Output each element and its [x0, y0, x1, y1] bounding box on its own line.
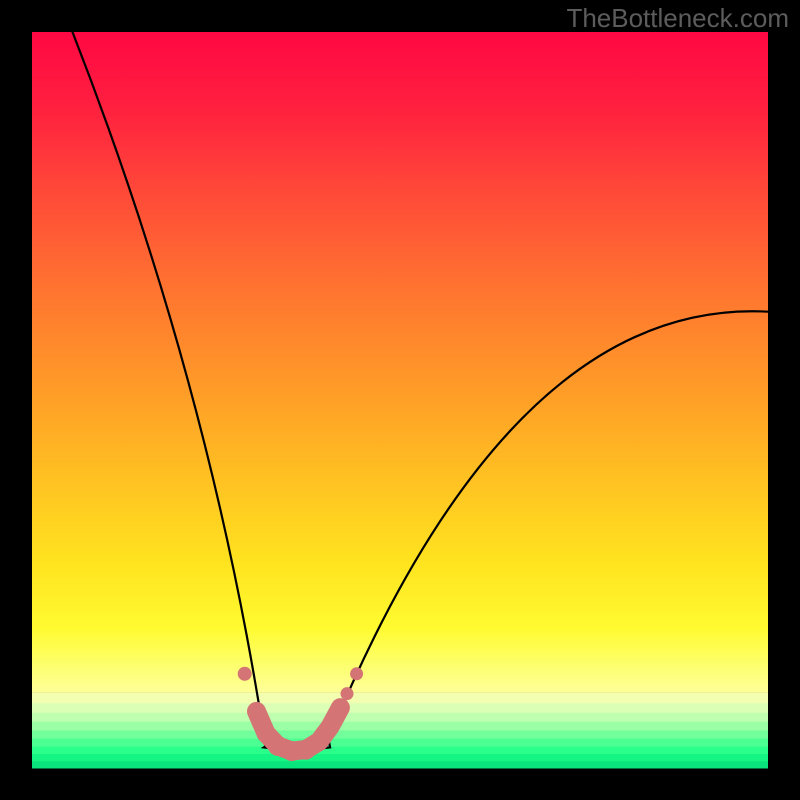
marker-dot	[341, 687, 354, 700]
marker-dot	[350, 667, 363, 680]
marker-dot	[310, 732, 329, 751]
marker-dot	[334, 701, 347, 714]
plot-stripe	[32, 761, 768, 768]
marker-dot	[322, 719, 338, 735]
plot-stripe	[32, 713, 768, 722]
plot-stripe	[32, 722, 768, 731]
plot-stripe	[32, 754, 768, 762]
chart-container: TheBottleneck.com	[0, 0, 800, 800]
marker-dot	[238, 667, 252, 681]
plot-stripe	[32, 730, 768, 739]
plot-gradient-top	[32, 32, 768, 693]
marker-dot	[248, 703, 265, 720]
watermark-text: TheBottleneck.com	[566, 3, 789, 33]
plot-stripe	[32, 693, 768, 704]
plot-stripe	[32, 747, 768, 755]
plot-stripe	[32, 703, 768, 713]
bottleneck-chart: TheBottleneck.com	[0, 0, 800, 800]
plot-stripe	[32, 739, 768, 748]
